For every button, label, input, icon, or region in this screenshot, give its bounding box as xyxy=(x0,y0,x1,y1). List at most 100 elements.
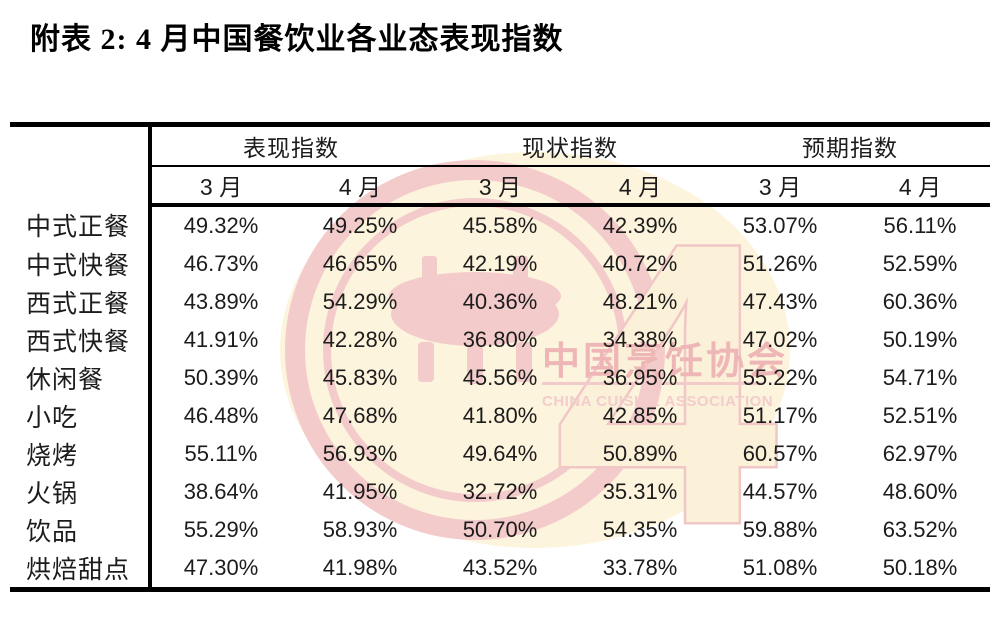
month-header: 4 月 xyxy=(290,166,430,207)
value-cell: 43.52% xyxy=(462,555,538,580)
watermark-org-name-en: CHINA CUISINE ASSOCIATION xyxy=(542,393,773,410)
month-header: 4 月 xyxy=(570,166,710,207)
month-header: 3 月 xyxy=(150,166,290,207)
value-cell: 50.89% xyxy=(602,441,678,466)
value-cell: 45.83% xyxy=(322,365,398,390)
value-cell: 48.60% xyxy=(882,479,958,504)
value-cell: 56.11% xyxy=(883,213,957,238)
group-header-row: 表现指数 现状指数 预期指数 xyxy=(10,124,990,205)
value-cell: 51.26% xyxy=(742,251,818,276)
table-row: 烘焙甜点 47.30% 41.98% 43.52% 33.78% 51.08% 50.18% xyxy=(10,549,990,590)
month-header: 3 月 xyxy=(430,166,570,207)
value-cell: 40.72% xyxy=(602,251,678,276)
value-cell: 53.07% xyxy=(742,213,818,238)
group-header-expectation: 预期指数 xyxy=(710,124,990,167)
value-cell: 56.93% xyxy=(322,441,398,466)
index-table: 表现指数 现状指数 预期指数 3 月 4 月 3 月 4 月 3 月 4 月 中… xyxy=(10,122,990,592)
value-cell: 35.31% xyxy=(602,479,678,504)
value-cell: 41.98% xyxy=(322,555,398,580)
row-label: 中式正餐 xyxy=(10,205,152,245)
row-label: 小吃 xyxy=(10,397,152,435)
value-cell: 55.11% xyxy=(184,441,258,466)
value-cell: 60.36% xyxy=(882,289,958,314)
ding-cauldron-icon xyxy=(378,256,572,398)
value-cell: 63.52% xyxy=(882,517,958,542)
value-cell: 34.38% xyxy=(602,327,678,352)
value-cell: 33.78% xyxy=(602,555,678,580)
month-header: 4 月 xyxy=(850,166,990,207)
row-label: 火锅 xyxy=(10,473,152,511)
value-cell: 55.22% xyxy=(742,365,818,390)
value-cell: 50.39% xyxy=(183,365,259,390)
value-cell: 41.91% xyxy=(183,327,259,352)
value-cell: 54.71% xyxy=(882,365,958,390)
value-cell: 54.35% xyxy=(602,517,678,542)
table-row: 西式正餐 43.89% 54.29% 40.36% 48.21% 47.43% 60.36% xyxy=(10,283,990,321)
value-cell: 49.32% xyxy=(183,213,259,238)
table-row: 休闲餐 50.39% 45.83% 45.56% 36.95% 55.22% 54.71% xyxy=(10,359,990,397)
row-label: 烧烤 xyxy=(10,435,152,473)
value-cell: 52.51% xyxy=(882,403,958,428)
group-header-current: 现状指数 xyxy=(430,124,710,167)
row-label: 烘焙甜点 xyxy=(10,549,152,590)
value-cell: 46.73% xyxy=(183,251,259,276)
value-cell: 50.18% xyxy=(882,555,958,580)
value-cell: 48.21% xyxy=(602,289,678,314)
value-cell: 44.57% xyxy=(742,479,818,504)
row-label: 饮品 xyxy=(10,511,152,549)
value-cell: 50.19% xyxy=(882,327,958,352)
value-cell: 36.80% xyxy=(462,327,538,352)
value-cell: 59.88% xyxy=(742,517,818,542)
value-cell: 60.57% xyxy=(742,441,818,466)
watermark-numeral: 4 xyxy=(555,160,780,550)
value-cell: 62.97% xyxy=(882,441,958,466)
value-cell: 49.25% xyxy=(322,213,398,238)
page-title: 附表 2: 4 月中国餐饮业各业态表现指数 xyxy=(30,23,564,56)
table-row: 中式快餐 46.73% 46.65% 42.19% 40.72% 51.26% 52.59% xyxy=(10,245,990,283)
value-cell: 58.93% xyxy=(322,517,398,542)
table-row: 中式正餐 49.32% 49.25% 45.58% 42.39% 53.07% 56.11% xyxy=(10,205,990,245)
row-label: 休闲餐 xyxy=(10,359,152,397)
value-cell: 55.29% xyxy=(183,517,259,542)
value-cell: 47.68% xyxy=(322,403,398,428)
china-cuisine-association-watermark: 4 中国烹饪协会 CHINA CUISINE ASSOCIATION xyxy=(280,152,790,550)
value-cell: 51.08% xyxy=(742,555,818,580)
row-label: 西式快餐 xyxy=(10,321,152,359)
group-header-performance: 表现指数 xyxy=(150,124,430,167)
value-cell: 50.70% xyxy=(462,517,538,542)
value-cell: 46.48% xyxy=(183,403,259,428)
value-cell: 41.80% xyxy=(462,403,538,428)
value-cell: 45.58% xyxy=(462,213,538,238)
table-row: 西式快餐 41.91% 42.28% 36.80% 34.38% 47.02% 50.19% xyxy=(10,321,990,359)
table-body: 中式正餐 49.32% 49.25% 45.58% 42.39% 53.07% 56.11%… xyxy=(10,205,990,590)
value-cell: 42.39% xyxy=(602,213,678,238)
watermark-org-name-cn: 中国烹饪协会 xyxy=(542,341,788,383)
value-cell: 32.72% xyxy=(462,479,538,504)
value-cell: 47.30% xyxy=(183,555,259,580)
value-cell: 45.56% xyxy=(462,365,538,390)
row-label: 西式正餐 xyxy=(10,283,152,321)
value-cell: 41.95% xyxy=(322,479,398,504)
value-cell: 51.17% xyxy=(742,403,818,428)
value-cell: 40.36% xyxy=(462,289,538,314)
value-cell: 36.95% xyxy=(602,365,678,390)
value-cell: 42.19% xyxy=(462,251,538,276)
value-cell: 54.29% xyxy=(322,289,398,314)
value-cell: 47.02% xyxy=(742,327,818,352)
row-label: 中式快餐 xyxy=(10,245,152,283)
value-cell: 46.65% xyxy=(322,251,398,276)
table-row: 小吃 46.48% 47.68% 41.80% 42.85% 51.17% 52.51% xyxy=(10,397,990,435)
month-header: 3 月 xyxy=(710,166,850,207)
value-cell: 42.28% xyxy=(322,327,398,352)
value-cell: 38.64% xyxy=(183,479,259,504)
table-row: 烧烤 55.11% 56.93% 49.64% 50.89% 60.57% 62.97% xyxy=(10,435,990,473)
value-cell: 42.85% xyxy=(602,403,678,428)
month-header-row: 3 月 4 月 3 月 4 月 3 月 4 月 xyxy=(10,166,990,207)
table-row: 火锅 38.64% 41.95% 32.72% 35.31% 44.57% 48.60% xyxy=(10,473,990,511)
value-cell: 52.59% xyxy=(882,251,958,276)
watermark-divider-line xyxy=(542,382,764,385)
table-header: 表现指数 现状指数 预期指数 3 月 4 月 3 月 4 月 3 月 4 月 xyxy=(10,124,990,207)
table-row: 饮品 55.29% 58.93% 50.70% 54.35% 59.88% 63.52% xyxy=(10,511,990,549)
value-cell: 47.43% xyxy=(742,289,818,314)
